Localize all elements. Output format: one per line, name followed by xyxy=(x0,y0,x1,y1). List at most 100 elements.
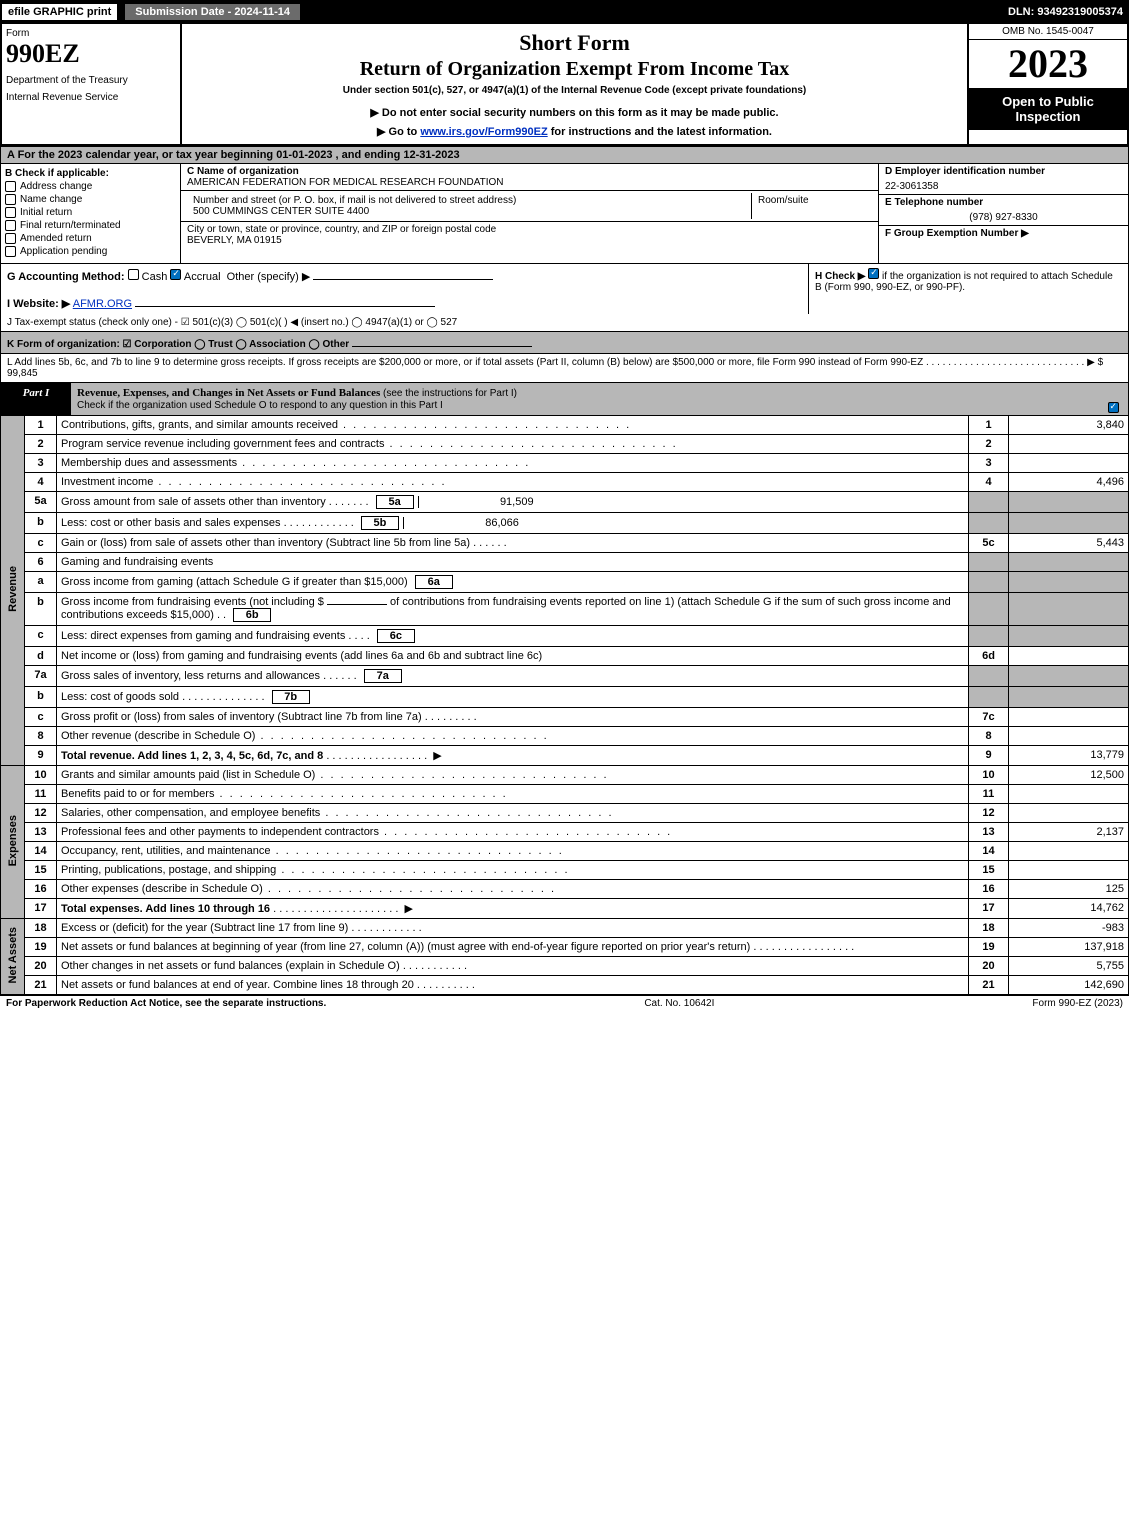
row-k-form-org: K Form of organization: ☑ Corporation ◯ … xyxy=(0,332,1129,354)
line-4: 4Investment income44,496 xyxy=(1,473,1129,492)
part-1-table: Revenue 1Contributions, gifts, grants, a… xyxy=(0,416,1129,995)
omb-number: OMB No. 1545-0047 xyxy=(969,24,1127,40)
ein-value: 22-3061358 xyxy=(879,179,1128,194)
netassets-side-label: Net Assets xyxy=(7,927,19,983)
checkbox-icon xyxy=(5,246,16,257)
city-label: City or town, state or province, country… xyxy=(187,224,496,235)
line-18: Net Assets 18Excess or (deficit) for the… xyxy=(1,919,1129,938)
street-label: Number and street (or P. O. box, if mail… xyxy=(193,195,516,206)
other-org-input[interactable] xyxy=(352,335,532,347)
line-21: 21Net assets or fund balances at end of … xyxy=(1,976,1129,995)
room-suite: Room/suite xyxy=(752,193,872,219)
line-10: Expenses 10Grants and similar amounts pa… xyxy=(1,766,1129,785)
schedule-b-check: H Check ▶ if the organization is not req… xyxy=(808,264,1128,314)
group-exemption-label: F Group Exemption Number ▶ xyxy=(879,225,1128,241)
col-c-org-info: C Name of organization AMERICAN FEDERATI… xyxy=(181,164,878,263)
col-d-ids: D Employer identification number 22-3061… xyxy=(878,164,1128,263)
link-post: for instructions and the latest informat… xyxy=(548,126,772,138)
part-1-header: Part I Revenue, Expenses, and Changes in… xyxy=(0,383,1129,416)
line-6c: cLess: direct expenses from gaming and f… xyxy=(1,626,1129,647)
tax-year: 2023 xyxy=(969,40,1127,88)
line-5b: bLess: cost or other basis and sales exp… xyxy=(1,513,1129,534)
website-label: I Website: ▶ xyxy=(7,298,70,310)
efile-button[interactable]: efile GRAPHIC print xyxy=(0,2,119,22)
page-footer: For Paperwork Reduction Act Notice, see … xyxy=(0,995,1129,1011)
form-code: 990EZ xyxy=(6,39,176,69)
line-6b: bGross income from fundraising events (n… xyxy=(1,593,1129,626)
tel-label: E Telephone number xyxy=(879,194,1128,210)
link-pre: ▶ Go to xyxy=(377,126,420,138)
row-l-gross-receipts: L Add lines 5b, 6c, and 7b to line 9 to … xyxy=(0,354,1129,383)
line-8: 8Other revenue (describe in Schedule O)8 xyxy=(1,727,1129,746)
line-15: 15Printing, publications, postage, and s… xyxy=(1,861,1129,880)
header-right: OMB No. 1545-0047 2023 Open to Public In… xyxy=(967,24,1127,144)
row-a-tax-year: A For the 2023 calendar year, or tax yea… xyxy=(0,146,1129,164)
chk-application-pending[interactable]: Application pending xyxy=(5,246,176,257)
other-specify-input[interactable] xyxy=(313,268,493,280)
line-20: 20Other changes in net assets or fund ba… xyxy=(1,957,1129,976)
line-14: 14Occupancy, rent, utilities, and mainte… xyxy=(1,842,1129,861)
line-19: 19Net assets or fund balances at beginni… xyxy=(1,938,1129,957)
org-name-block: C Name of organization AMERICAN FEDERATI… xyxy=(181,164,878,191)
chk-address-change[interactable]: Address change xyxy=(5,181,176,192)
checkbox-icon xyxy=(5,194,16,205)
street-block: Number and street (or P. O. box, if mail… xyxy=(181,191,878,222)
form-header: Form 990EZ Department of the Treasury In… xyxy=(0,24,1129,146)
checkbox-icon xyxy=(5,233,16,244)
part-tab: Part I xyxy=(1,383,71,415)
open-public-box: Open to Public Inspection xyxy=(969,88,1127,130)
line-17: 17Total expenses. Add lines 10 through 1… xyxy=(1,899,1129,919)
line-7a: 7aGross sales of inventory, less returns… xyxy=(1,666,1129,687)
checkbox-checked-icon[interactable] xyxy=(868,268,879,279)
form-subtitle: Under section 501(c), 527, or 4947(a)(1)… xyxy=(188,85,961,96)
col-b-checkboxes: B Check if applicable: Address change Na… xyxy=(1,164,181,263)
accounting-method: G Accounting Method: Cash Accrual Other … xyxy=(1,264,808,314)
org-name-value: AMERICAN FEDERATION FOR MEDICAL RESEARCH… xyxy=(187,177,504,188)
header-center: Short Form Return of Organization Exempt… xyxy=(182,24,967,144)
chk-name-change[interactable]: Name change xyxy=(5,194,176,205)
line-2: 2Program service revenue including gover… xyxy=(1,435,1129,454)
irs-link[interactable]: www.irs.gov/Form990EZ xyxy=(420,126,547,138)
checkbox-icon xyxy=(5,207,16,218)
row-g-h: G Accounting Method: Cash Accrual Other … xyxy=(0,263,1129,314)
part-title: Revenue, Expenses, and Changes in Net As… xyxy=(71,383,1098,415)
dept-irs: Internal Revenue Service xyxy=(6,92,176,103)
section-b-c-d: B Check if applicable: Address change Na… xyxy=(0,164,1129,263)
checkbox-checked-icon[interactable] xyxy=(170,269,181,280)
chk-initial-return[interactable]: Initial return xyxy=(5,207,176,218)
part-check-text: Check if the organization used Schedule … xyxy=(77,400,443,411)
website-link[interactable]: AFMR.ORG xyxy=(73,298,132,310)
revenue-side-label: Revenue xyxy=(7,566,19,612)
form-footer-label: Form 990-EZ (2023) xyxy=(1032,998,1123,1009)
line-6a: aGross income from gaming (attach Schedu… xyxy=(1,572,1129,593)
form-title: Return of Organization Exempt From Incom… xyxy=(188,58,961,81)
line-13: 13Professional fees and other payments t… xyxy=(1,823,1129,842)
paperwork-notice: For Paperwork Reduction Act Notice, see … xyxy=(6,998,326,1009)
dept-treasury: Department of the Treasury xyxy=(6,75,176,86)
line-3: 3Membership dues and assessments3 xyxy=(1,454,1129,473)
street-value: 500 CUMMINGS CENTER SUITE 4400 xyxy=(193,206,369,217)
cat-number: Cat. No. 10642I xyxy=(326,998,1032,1009)
line-5a: 5aGross amount from sale of assets other… xyxy=(1,492,1129,513)
line-6: 6Gaming and fundraising events xyxy=(1,553,1129,572)
checkbox-icon[interactable] xyxy=(128,269,139,280)
col-b-header: B Check if applicable: xyxy=(5,168,176,179)
line-5c: cGain or (loss) from sale of assets othe… xyxy=(1,534,1129,553)
line-7c: cGross profit or (loss) from sales of in… xyxy=(1,708,1129,727)
line-16: 16Other expenses (describe in Schedule O… xyxy=(1,880,1129,899)
chk-amended-return[interactable]: Amended return xyxy=(5,233,176,244)
line-9: 9Total revenue. Add lines 1, 2, 3, 4, 5c… xyxy=(1,746,1129,766)
schedule-o-check[interactable] xyxy=(1098,383,1128,415)
top-bar: efile GRAPHIC print Submission Date - 20… xyxy=(0,0,1129,24)
line-12: 12Salaries, other compensation, and empl… xyxy=(1,804,1129,823)
tel-value: (978) 927-8330 xyxy=(879,210,1128,225)
chk-final-return[interactable]: Final return/terminated xyxy=(5,220,176,231)
expenses-side-label: Expenses xyxy=(7,815,19,866)
ein-label: D Employer identification number xyxy=(879,164,1128,179)
row-j-tax-status: J Tax-exempt status (check only one) - ☑… xyxy=(0,314,1129,332)
form-label: Form xyxy=(6,28,176,39)
line-11: 11Benefits paid to or for members11 xyxy=(1,785,1129,804)
short-form-label: Short Form xyxy=(188,30,961,56)
city-block: City or town, state or province, country… xyxy=(181,222,878,248)
line-6d: dNet income or (loss) from gaming and fu… xyxy=(1,647,1129,666)
